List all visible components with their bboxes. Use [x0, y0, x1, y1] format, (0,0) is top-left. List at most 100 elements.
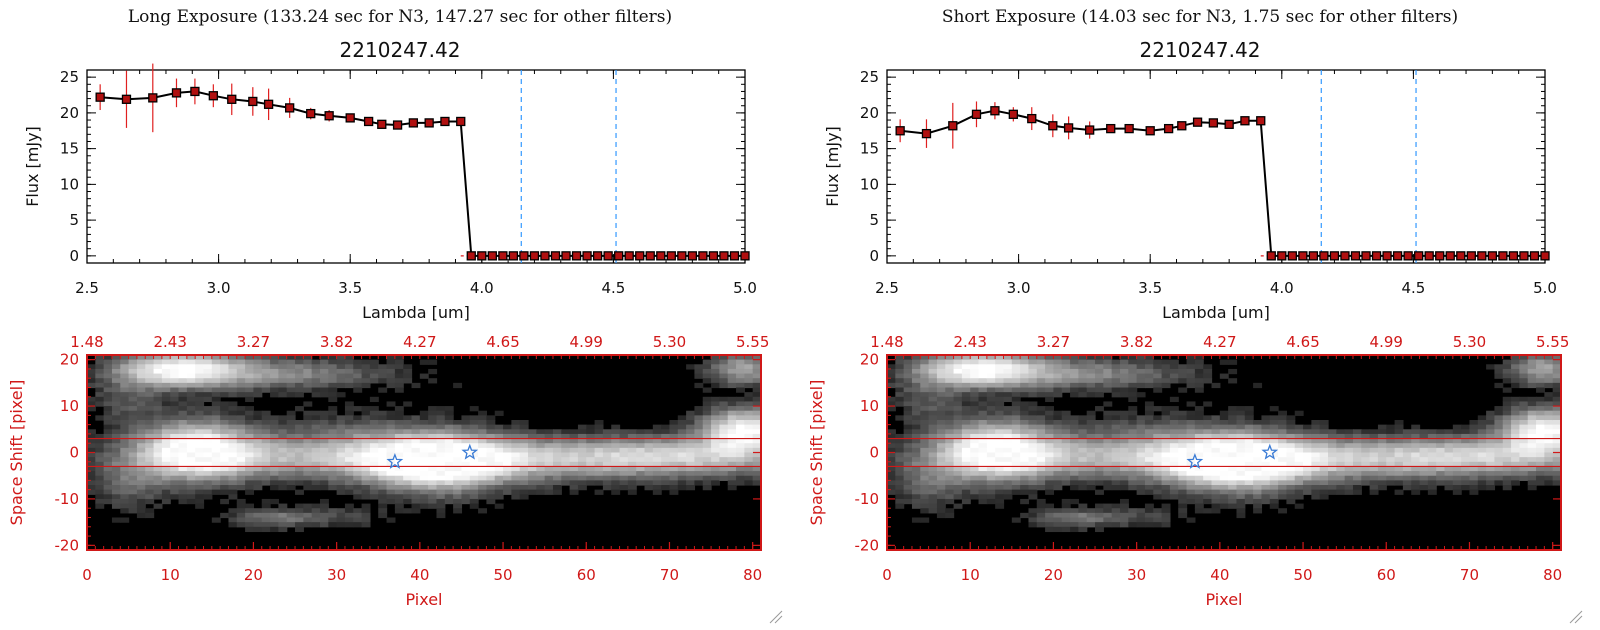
image-pixel [1461, 485, 1471, 491]
image-pixel [111, 355, 121, 361]
image-pixel [245, 466, 255, 472]
image-pixel [911, 466, 921, 472]
image-pixel [702, 378, 712, 384]
image-pixel [1253, 452, 1263, 458]
image-pixel [128, 466, 138, 472]
image-pixel [1086, 373, 1096, 379]
image-pixel [278, 392, 288, 398]
image-pixel [319, 461, 329, 468]
image-pixel [378, 466, 388, 472]
image-pixel [161, 424, 171, 430]
image-pixel [970, 433, 980, 440]
image-pixel [494, 452, 504, 458]
image-pixel [1086, 424, 1096, 430]
image-pixel [303, 461, 313, 468]
image-pixel [1461, 452, 1471, 458]
image-pixel [311, 475, 321, 481]
image-pixel [686, 466, 696, 472]
image-pixel [228, 382, 238, 389]
image-pixel [453, 494, 463, 500]
image-pixel [461, 471, 471, 477]
image-pixel [1427, 447, 1437, 454]
image-pixel [1028, 387, 1038, 393]
image-pixel [428, 359, 438, 365]
image-pixel [361, 410, 371, 416]
image-pixel [1319, 471, 1329, 477]
image-pixel [736, 387, 745, 393]
image-pixel [153, 410, 163, 416]
image-pixel [128, 485, 138, 491]
image-pixel [911, 368, 921, 375]
image-pixel [1419, 485, 1429, 491]
flux-point [656, 251, 666, 261]
image-pixel [552, 471, 562, 477]
image-pixel [253, 517, 263, 523]
image-pixel [1036, 508, 1046, 514]
image-pixel [1536, 475, 1545, 481]
image-pixel [128, 364, 138, 370]
image-pixel [1045, 485, 1055, 491]
image-pixel [503, 489, 512, 495]
image-pixel [611, 443, 621, 449]
image-pixel [719, 429, 729, 435]
image-pixel [928, 443, 938, 449]
y-tick-label: 20 [860, 104, 879, 122]
image-pixel [136, 378, 146, 384]
image-pixel [961, 466, 971, 472]
image-pixel [1128, 406, 1138, 412]
pixel-tick-label: 70 [1460, 566, 1479, 584]
image-pixel [478, 475, 488, 481]
image-pixel [453, 480, 463, 486]
image-pixel [1461, 480, 1471, 486]
image-pixel [1544, 359, 1554, 365]
image-pixel [1344, 475, 1354, 481]
image-pixel [436, 485, 446, 491]
image-pixel [203, 420, 213, 426]
image-pixel [170, 415, 180, 421]
image-pixel [195, 480, 205, 486]
image-pixel [453, 489, 463, 495]
image-pixel [920, 461, 930, 468]
image-pixel [1361, 475, 1371, 481]
image-pixel [1153, 447, 1163, 454]
image-pixel [411, 424, 421, 430]
image-pixel [986, 498, 996, 505]
image-pixel [145, 424, 155, 430]
image-pixel [1203, 415, 1213, 421]
image-pixel [1061, 517, 1071, 523]
image-pixel [270, 359, 279, 365]
image-pixel [186, 387, 196, 393]
image-pixel [303, 433, 313, 440]
image-pixel [270, 433, 279, 440]
image-pixel [103, 355, 113, 361]
image-pixel [328, 475, 338, 481]
image-pixel [128, 433, 138, 440]
image-pixel [153, 457, 163, 463]
image-pixel [1394, 480, 1404, 486]
image-pixel [319, 508, 329, 514]
image-pixel [1511, 457, 1520, 463]
image-pixel [161, 485, 171, 491]
image-pixel [161, 498, 171, 505]
image-pixel [311, 517, 321, 523]
image-pixel [444, 438, 454, 444]
image-pixel [411, 438, 421, 444]
image-pixel [353, 443, 363, 449]
image-pixel [1144, 355, 1154, 361]
image-pixel [195, 438, 205, 444]
image-pixel [1061, 368, 1071, 375]
image-pixel [727, 406, 737, 412]
image-pixel [511, 424, 521, 430]
image-pixel [544, 471, 554, 477]
image-pixel [1311, 461, 1321, 468]
image-pixel [1053, 485, 1063, 491]
image-pixel [903, 461, 913, 468]
image-pixel [253, 508, 263, 514]
image-pixel [1527, 438, 1537, 444]
image-pixel [461, 443, 471, 449]
flux-point [1008, 109, 1018, 119]
image-pixel [552, 489, 562, 495]
image-pixel [170, 475, 180, 481]
image-pixel [1444, 471, 1454, 477]
image-pixel [1319, 466, 1329, 472]
